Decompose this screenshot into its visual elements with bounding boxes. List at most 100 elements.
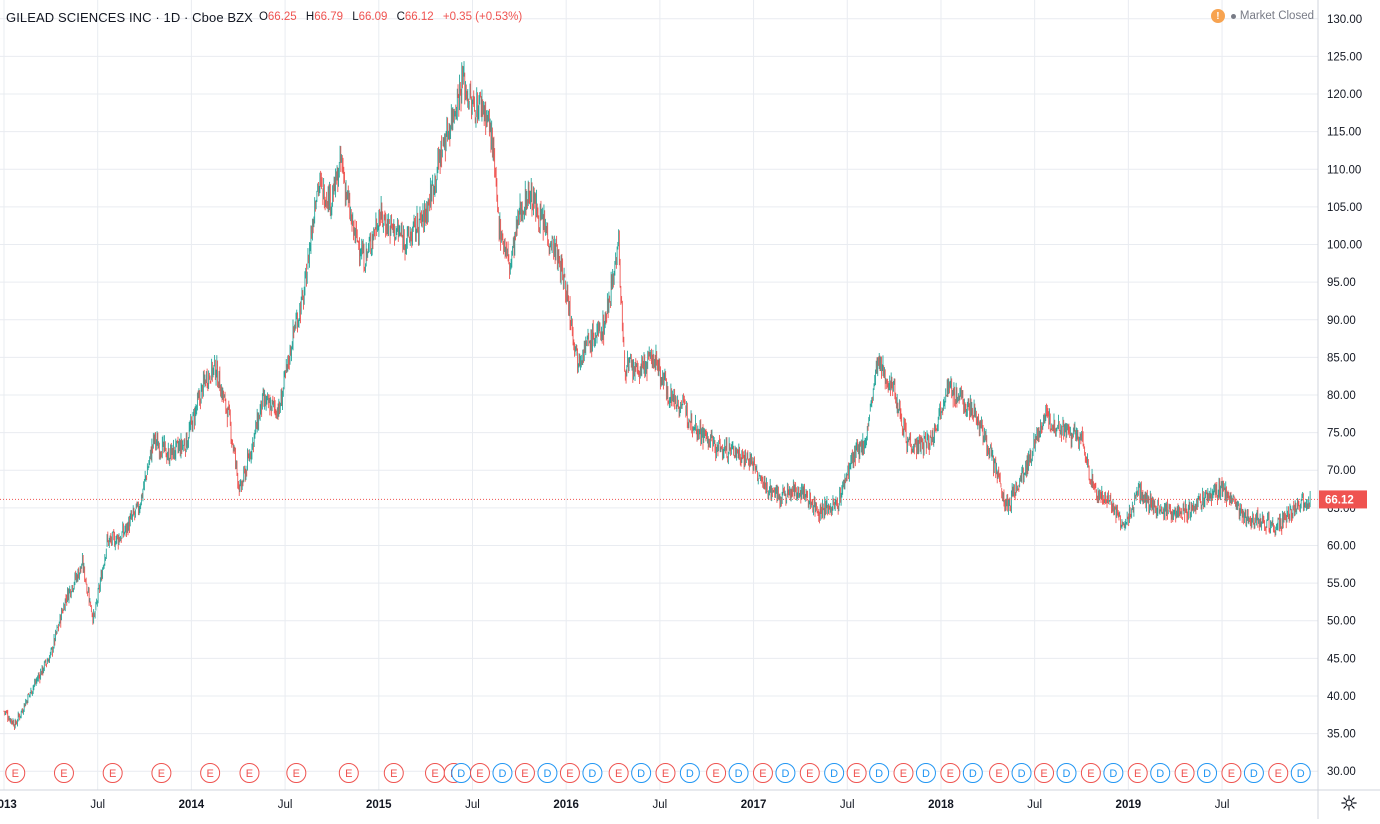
earnings-marker[interactable] <box>514 763 535 783</box>
dividend-marker-label: D <box>1250 768 1258 780</box>
earnings-marker-label: E <box>1134 768 1141 780</box>
earnings-marker-label: E <box>853 768 860 780</box>
earnings-marker[interactable] <box>102 763 123 783</box>
earnings-marker[interactable] <box>5 763 26 783</box>
earnings-marker-label: E <box>1228 768 1235 780</box>
earnings-marker[interactable] <box>53 763 74 783</box>
earnings-marker-label: E <box>566 768 573 780</box>
dividend-marker-label: D <box>1018 768 1026 780</box>
earnings-marker[interactable] <box>338 763 359 783</box>
earnings-marker[interactable] <box>655 763 676 783</box>
low-value: 66.09 <box>358 11 388 23</box>
earnings-marker-label: E <box>390 768 397 780</box>
last-price-badge <box>1319 490 1367 509</box>
earnings-marker-label: E <box>1275 768 1282 780</box>
x-tick-label: Jul <box>1215 799 1230 811</box>
dividend-marker[interactable] <box>492 763 513 783</box>
y-tick-label: 45.00 <box>1327 653 1356 665</box>
dividend-marker-label: D <box>1297 768 1305 780</box>
earnings-marker-label: E <box>806 768 813 780</box>
dividend-marker[interactable] <box>1243 763 1264 783</box>
y-tick-label: 30.00 <box>1327 766 1356 778</box>
earnings-marker[interactable] <box>383 763 404 783</box>
earnings-marker-label: E <box>712 768 719 780</box>
dividend-marker-label: D <box>543 768 551 780</box>
y-tick-label: 50.00 <box>1327 616 1356 628</box>
dividend-marker[interactable] <box>582 763 603 783</box>
earnings-marker[interactable] <box>989 763 1010 783</box>
earnings-marker[interactable] <box>559 763 580 783</box>
earnings-marker[interactable] <box>200 763 221 783</box>
earnings-marker[interactable] <box>608 763 629 783</box>
y-tick-label: 115.00 <box>1327 127 1361 139</box>
earnings-marker[interactable] <box>1080 763 1101 783</box>
chart-legend: GILEAD SCIENCES INC · 1D · Cboe BZX O66.… <box>6 8 528 26</box>
dividend-marker[interactable] <box>537 763 558 783</box>
dividend-marker[interactable] <box>869 763 890 783</box>
earnings-marker[interactable] <box>1174 763 1195 783</box>
earnings-marker[interactable] <box>239 763 260 783</box>
high-value: 66.79 <box>314 11 343 23</box>
last-price-label: 66.12 <box>1325 494 1354 506</box>
dividend-marker-label: D <box>588 768 596 780</box>
dividend-marker[interactable] <box>728 763 749 783</box>
dividend-marker-label: D <box>1156 768 1164 780</box>
close-value: 66.12 <box>404 11 434 23</box>
earnings-marker-label: E <box>995 768 1002 780</box>
dividend-marker[interactable] <box>775 763 796 783</box>
dividend-marker[interactable] <box>1290 763 1311 783</box>
dividend-marker[interactable] <box>679 763 700 783</box>
x-tick-label: 2018 <box>928 799 954 811</box>
earnings-marker-label: E <box>345 768 352 780</box>
earnings-marker-label: E <box>109 768 116 780</box>
earnings-marker[interactable] <box>752 763 773 783</box>
earnings-marker[interactable] <box>706 763 727 783</box>
change-value: +0.35 (+0.53%) <box>442 11 523 23</box>
x-tick-label: 2014 <box>179 799 205 811</box>
y-tick-label: 120.00 <box>1327 89 1362 101</box>
dividend-marker[interactable] <box>1150 763 1171 783</box>
earnings-marker[interactable] <box>1221 763 1242 783</box>
close-label: C <box>396 11 405 23</box>
dividend-marker[interactable] <box>1011 763 1032 783</box>
dividend-marker-label: D <box>781 768 789 780</box>
earnings-marker-label: E <box>158 768 165 780</box>
earnings-marker[interactable] <box>1127 763 1148 783</box>
y-tick-label: 90.00 <box>1327 315 1356 327</box>
dividend-marker-label: D <box>875 768 883 780</box>
earnings-marker-label: E <box>12 768 19 780</box>
dividend-marker[interactable] <box>824 763 845 783</box>
dividend-marker[interactable] <box>1197 763 1218 783</box>
open-value: 66.25 <box>267 11 297 23</box>
x-tick-label: Jul <box>278 799 293 811</box>
y-tick-label: 70.00 <box>1327 465 1356 477</box>
dividend-marker-label: D <box>498 768 506 780</box>
earnings-marker[interactable] <box>469 763 490 783</box>
dividend-marker-label: D <box>1109 768 1117 780</box>
open-label: O <box>258 11 268 23</box>
dividend-marker-label: D <box>735 768 743 780</box>
earnings-marker[interactable] <box>846 763 867 783</box>
dividend-marker[interactable] <box>915 763 936 783</box>
exclamation-icon[interactable]: ! <box>1210 9 1225 23</box>
dividend-marker-label: D <box>1203 768 1211 780</box>
market-status[interactable]: ! Market Closed <box>1210 9 1314 23</box>
earnings-marker[interactable] <box>893 763 914 783</box>
earnings-marker[interactable] <box>940 763 961 783</box>
earnings-marker[interactable] <box>286 763 307 783</box>
earnings-marker[interactable] <box>1034 763 1055 783</box>
gear-icon[interactable] <box>1340 794 1358 812</box>
earnings-marker-label: E <box>60 768 67 780</box>
earnings-marker[interactable] <box>799 763 820 783</box>
symbol-title: GILEAD SCIENCES INC · 1D · Cboe BZX <box>6 9 253 25</box>
y-tick-label: 80.00 <box>1327 390 1356 402</box>
dividend-marker[interactable] <box>962 763 983 783</box>
y-tick-label: 95.00 <box>1327 277 1356 289</box>
dividend-marker[interactable] <box>1056 763 1077 783</box>
dividend-marker[interactable] <box>1103 763 1124 783</box>
earnings-marker[interactable] <box>1268 763 1289 783</box>
earnings-marker[interactable] <box>151 763 172 783</box>
dividend-marker[interactable] <box>631 763 652 783</box>
